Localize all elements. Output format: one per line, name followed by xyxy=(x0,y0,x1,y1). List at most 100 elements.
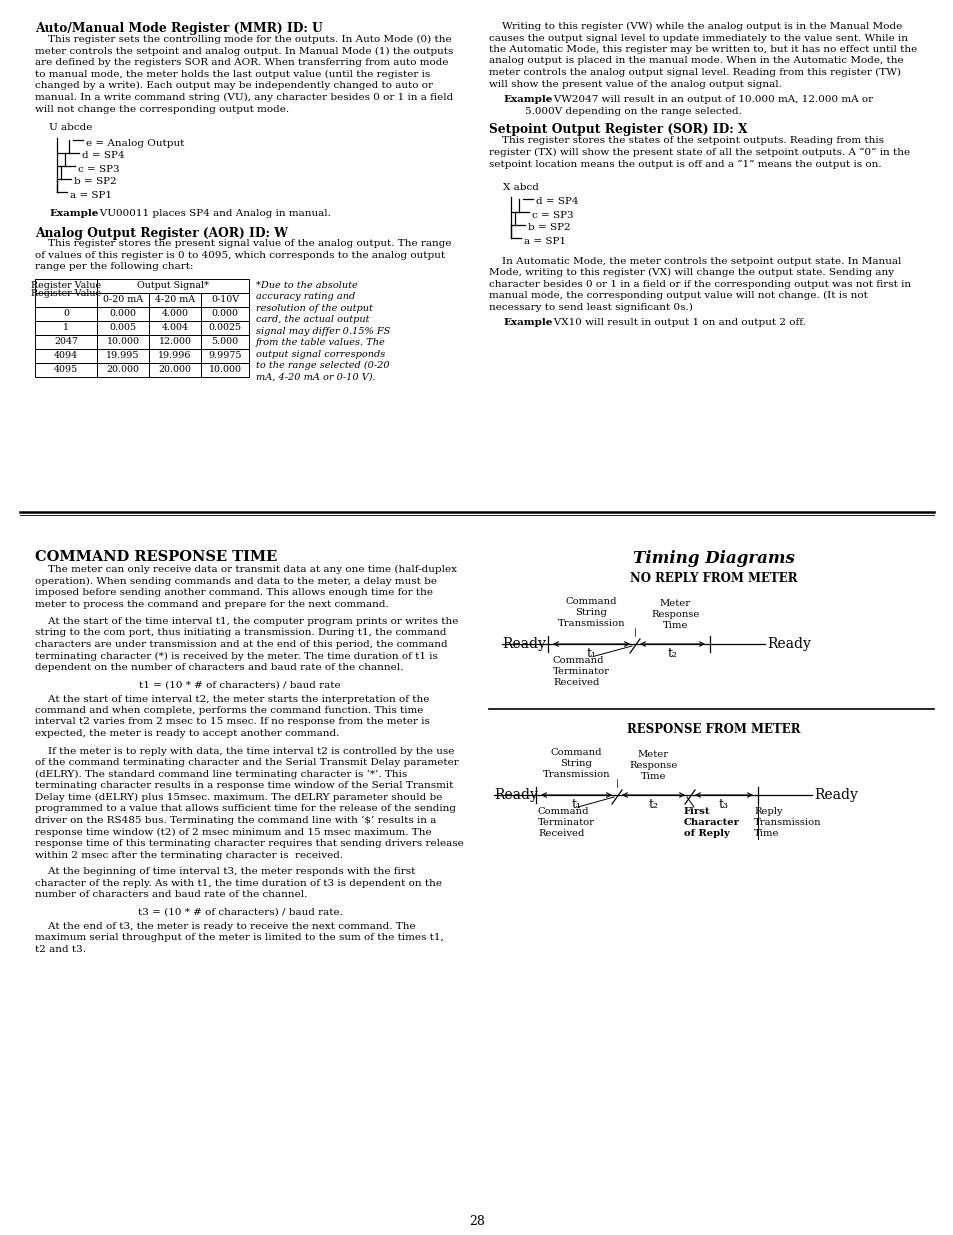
Text: Reply
Transmission
Time: Reply Transmission Time xyxy=(753,806,821,839)
Text: This register stores the present signal value of the analog output. The range
of: This register stores the present signal … xyxy=(35,240,451,272)
Text: 4095: 4095 xyxy=(53,366,78,374)
Text: This register stores the states of the setpoint outputs. Reading from this
regis: This register stores the states of the s… xyxy=(489,136,909,169)
Text: 4.000: 4.000 xyxy=(161,310,189,319)
Text: 4.004: 4.004 xyxy=(161,324,189,332)
Text: d = SP4: d = SP4 xyxy=(536,198,578,206)
Text: Writing to this register (VW) while the analog output is in the Manual Mode
caus: Writing to this register (VW) while the … xyxy=(489,22,916,89)
Text: Timing Diagrams: Timing Diagrams xyxy=(633,550,794,567)
Text: 4-20 mA: 4-20 mA xyxy=(154,295,194,305)
Text: Auto/Manual Mode Register (MMR) ID: U: Auto/Manual Mode Register (MMR) ID: U xyxy=(35,22,322,35)
Text: 2047: 2047 xyxy=(54,337,78,347)
Text: t₂: t₂ xyxy=(667,647,677,659)
Text: Ready: Ready xyxy=(766,637,810,651)
Text: Command
String
Transmission: Command String Transmission xyxy=(558,597,624,629)
Bar xyxy=(35,335,97,350)
Bar xyxy=(201,308,249,321)
Bar xyxy=(97,350,149,363)
Text: Ready: Ready xyxy=(494,788,537,802)
Text: t₂: t₂ xyxy=(648,798,658,811)
Bar xyxy=(35,350,97,363)
Text: t₁: t₁ xyxy=(586,647,596,659)
Text: Output Signal*: Output Signal* xyxy=(137,282,209,290)
Text: First
Character
of Reply: First Character of Reply xyxy=(683,806,740,839)
Text: 28: 28 xyxy=(469,1215,484,1228)
Bar xyxy=(149,363,201,377)
Text: Meter
Response
Time: Meter Response Time xyxy=(651,599,699,630)
Text: X abcd: X abcd xyxy=(502,183,538,191)
Text: Register Value: Register Value xyxy=(30,282,101,290)
Text: 0: 0 xyxy=(63,310,69,319)
Text: At the start of the time interval t1, the computer program prints or writes the
: At the start of the time interval t1, th… xyxy=(35,618,457,672)
Bar xyxy=(35,279,97,293)
Text: c = SP3: c = SP3 xyxy=(532,210,573,220)
Bar xyxy=(97,363,149,377)
Text: NO REPLY FROM METER: NO REPLY FROM METER xyxy=(630,572,797,585)
Text: Command
String
Transmission: Command String Transmission xyxy=(542,748,610,779)
Bar xyxy=(149,321,201,335)
Text: U abcde: U abcde xyxy=(49,124,92,132)
Bar xyxy=(35,293,97,308)
Text: At the beginning of time interval t3, the meter responds with the first
characte: At the beginning of time interval t3, th… xyxy=(35,867,441,899)
Text: Example: Example xyxy=(502,95,552,104)
Text: Ready: Ready xyxy=(501,637,545,651)
Bar xyxy=(35,279,97,308)
Bar xyxy=(149,350,201,363)
Text: 20.000: 20.000 xyxy=(158,366,192,374)
Text: b = SP2: b = SP2 xyxy=(527,224,570,232)
Text: Setpoint Output Register (SOR) ID: X: Setpoint Output Register (SOR) ID: X xyxy=(489,124,747,136)
Bar xyxy=(149,308,201,321)
Text: b = SP2: b = SP2 xyxy=(74,178,116,186)
Text: 0.000: 0.000 xyxy=(110,310,136,319)
Text: Analog Output Register (AOR) ID: W: Analog Output Register (AOR) ID: W xyxy=(35,226,288,240)
Text: : VU00011 places SP4 and Analog in manual.: : VU00011 places SP4 and Analog in manua… xyxy=(92,209,331,217)
Text: Command
Terminator
Received: Command Terminator Received xyxy=(553,656,609,687)
Text: COMMAND RESPONSE TIME: COMMAND RESPONSE TIME xyxy=(35,550,277,564)
Text: At the end of t3, the meter is ready to receive the next command. The
maximum se: At the end of t3, the meter is ready to … xyxy=(35,923,443,953)
Text: 12.000: 12.000 xyxy=(158,337,192,347)
Text: t3 = (10 * # of characters) / baud rate.: t3 = (10 * # of characters) / baud rate. xyxy=(137,908,342,918)
Text: e = Analog Output: e = Analog Output xyxy=(86,138,184,147)
Text: This register sets the controlling mode for the outputs. In Auto Mode (0) the
me: This register sets the controlling mode … xyxy=(35,35,453,114)
Text: 0-20 mA: 0-20 mA xyxy=(103,295,143,305)
Text: RESPONSE FROM METER: RESPONSE FROM METER xyxy=(626,722,800,736)
Text: *Due to the absolute
accuracy rating and
resolution of the output
card, the actu: *Due to the absolute accuracy rating and… xyxy=(255,282,390,382)
Text: 10.000: 10.000 xyxy=(107,337,139,347)
Bar xyxy=(97,308,149,321)
Text: 0.000: 0.000 xyxy=(212,310,238,319)
Bar xyxy=(35,308,97,321)
Bar xyxy=(97,293,149,308)
Text: 19.995: 19.995 xyxy=(106,352,139,361)
Text: 9.9975: 9.9975 xyxy=(208,352,241,361)
Text: Ready: Ready xyxy=(813,788,857,802)
Text: d = SP4: d = SP4 xyxy=(82,152,125,161)
Text: 19.996: 19.996 xyxy=(158,352,192,361)
Text: In Automatic Mode, the meter controls the setpoint output state. In Manual
Mode,: In Automatic Mode, the meter controls th… xyxy=(489,257,910,311)
Text: 20.000: 20.000 xyxy=(107,366,139,374)
Text: 0.0025: 0.0025 xyxy=(208,324,241,332)
Text: t₃: t₃ xyxy=(719,798,728,811)
Text: a = SP1: a = SP1 xyxy=(523,236,565,246)
Text: 10.000: 10.000 xyxy=(209,366,241,374)
Text: Command
Terminator
Received: Command Terminator Received xyxy=(537,806,595,839)
Bar xyxy=(149,335,201,350)
Bar xyxy=(97,321,149,335)
Text: t₁: t₁ xyxy=(571,798,581,811)
Text: The meter can only receive data or transmit data at any one time (half-duplex
op: The meter can only receive data or trans… xyxy=(35,564,456,609)
Text: 4094: 4094 xyxy=(54,352,78,361)
Text: 0.005: 0.005 xyxy=(110,324,136,332)
Text: Meter
Response
Time: Meter Response Time xyxy=(629,750,677,781)
Text: a = SP1: a = SP1 xyxy=(70,190,112,200)
Bar xyxy=(201,363,249,377)
Text: Example: Example xyxy=(502,317,552,327)
Text: t1 = (10 * # of characters) / baud rate: t1 = (10 * # of characters) / baud rate xyxy=(139,680,340,689)
Text: If the meter is to reply with data, the time interval t2 is controlled by the us: If the meter is to reply with data, the … xyxy=(35,746,463,860)
Text: At the start of time interval t2, the meter starts the interpretation of the
com: At the start of time interval t2, the me… xyxy=(35,694,430,737)
Bar xyxy=(35,321,97,335)
Text: 5.000V depending on the range selected.: 5.000V depending on the range selected. xyxy=(524,106,741,116)
Bar xyxy=(201,350,249,363)
Text: 0-10V: 0-10V xyxy=(211,295,239,305)
Bar xyxy=(97,279,249,293)
Bar xyxy=(201,293,249,308)
Text: : VW2047 will result in an output of 10.000 mA, 12.000 mA or: : VW2047 will result in an output of 10.… xyxy=(546,95,872,104)
Bar xyxy=(97,335,149,350)
